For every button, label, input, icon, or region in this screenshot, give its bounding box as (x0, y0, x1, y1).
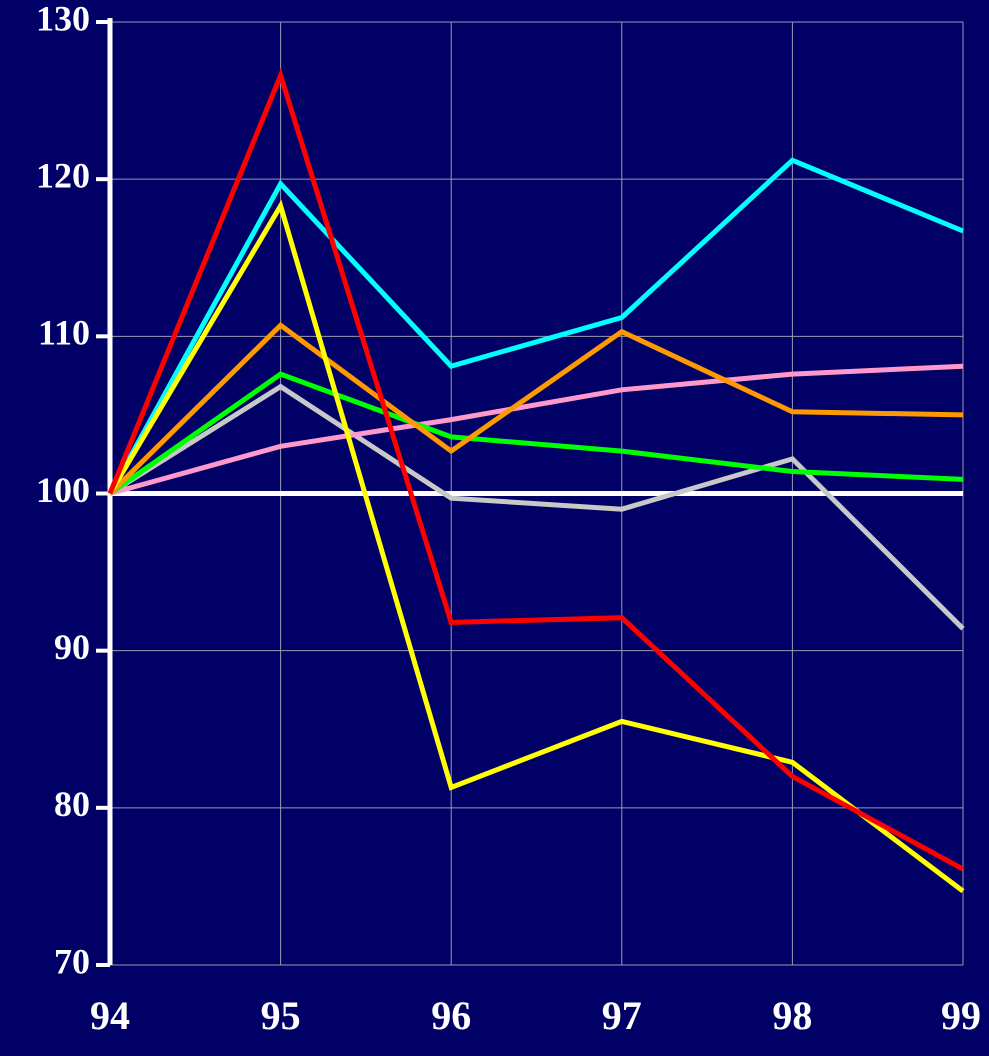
series-line (107, 157, 964, 495)
series-line (108, 371, 964, 496)
y-tick-label: 70 (54, 941, 90, 981)
series-line (107, 68, 965, 872)
y-tick-label: 90 (54, 627, 90, 667)
series-line (108, 383, 965, 631)
x-tick-label: 98 (772, 993, 812, 1038)
y-tick-label: 110 (38, 313, 90, 353)
series-line (107, 199, 965, 894)
x-tick-label: 95 (261, 993, 301, 1038)
x-tick-label: 99 (941, 993, 981, 1038)
y-tick-label: 130 (36, 0, 90, 38)
x-tick-label: 96 (431, 993, 471, 1038)
series-line (109, 363, 964, 496)
y-tick-label: 120 (36, 155, 90, 195)
y-tick-label: 80 (54, 784, 90, 824)
series-line (108, 322, 964, 496)
y-tick-label: 100 (36, 470, 90, 510)
x-tick-label: 97 (602, 993, 642, 1038)
x-tick-label: 94 (90, 993, 130, 1038)
